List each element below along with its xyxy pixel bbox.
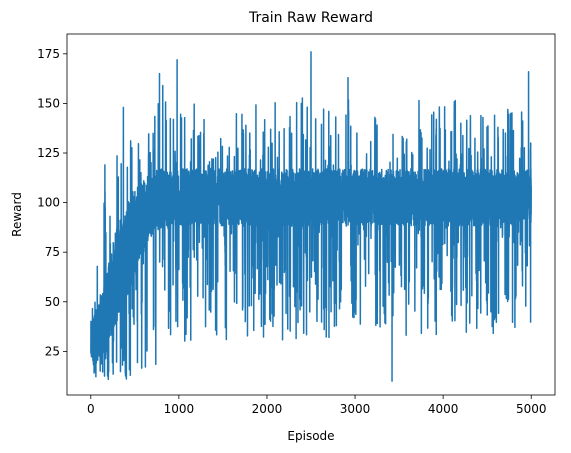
x-tick-label: 4000 [428,402,459,416]
x-tick-label: 1000 [164,402,195,416]
y-tick-label: 25 [45,344,60,358]
x-axis-label: Episode [287,429,334,443]
y-axis-label: Reward [10,192,24,237]
y-tick-label: 50 [45,295,60,309]
x-tick-label: 3000 [340,402,371,416]
y-tick-label: 175 [37,47,60,61]
x-tick-label: 0 [87,402,95,416]
axes-frame [66,33,556,396]
y-tick-label: 125 [37,146,60,160]
x-tick-label: 2000 [252,402,283,416]
chart-title: Train Raw Reward [248,10,373,26]
y-tick-label: 100 [37,196,60,210]
x-axis: 0 1000 2000 3000 4000 5000 [87,395,547,416]
y-axis: 25 50 75 100 125 150 175 [37,47,67,358]
plot-area [90,51,532,382]
y-tick-label: 75 [45,245,60,259]
reward-series-line [90,51,532,382]
x-tick-label: 5000 [516,402,547,416]
y-tick-label: 150 [37,96,60,110]
